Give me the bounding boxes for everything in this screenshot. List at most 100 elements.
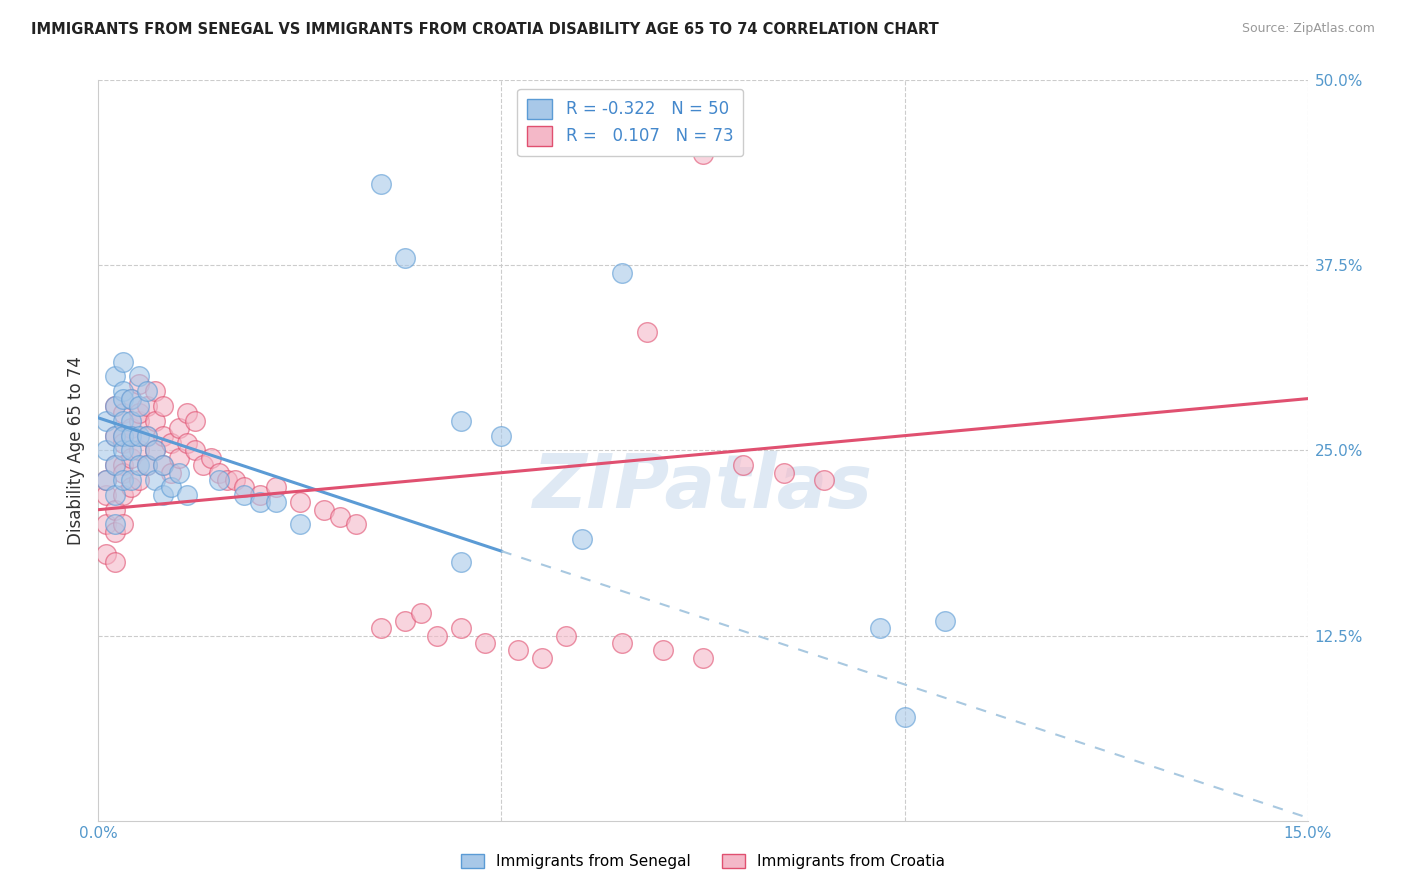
Point xyxy=(160,480,183,494)
Point xyxy=(120,392,142,406)
Point xyxy=(208,473,231,487)
Point xyxy=(103,399,125,413)
Point xyxy=(733,458,755,473)
Point xyxy=(651,643,673,657)
Point xyxy=(232,480,254,494)
Point xyxy=(111,428,134,442)
Point xyxy=(893,710,915,724)
Point xyxy=(135,458,157,473)
Point xyxy=(772,466,794,480)
Point xyxy=(813,473,835,487)
Point xyxy=(143,443,166,458)
Point xyxy=(176,407,198,421)
Point xyxy=(612,266,634,280)
Point xyxy=(224,473,246,487)
Point xyxy=(111,436,134,450)
Point xyxy=(120,414,142,428)
Point xyxy=(96,414,118,428)
Point xyxy=(208,466,231,480)
Y-axis label: Disability Age 65 to 74: Disability Age 65 to 74 xyxy=(66,356,84,545)
Point xyxy=(103,428,125,442)
Point xyxy=(128,414,150,428)
Point xyxy=(612,636,634,650)
Legend: Immigrants from Senegal, Immigrants from Croatia: Immigrants from Senegal, Immigrants from… xyxy=(456,848,950,875)
Point xyxy=(111,473,134,487)
Point xyxy=(111,354,134,368)
Point xyxy=(450,414,472,428)
Point xyxy=(135,399,157,413)
Point xyxy=(96,443,118,458)
Point xyxy=(96,517,118,532)
Point xyxy=(394,614,416,628)
Point xyxy=(474,636,496,650)
Point xyxy=(394,251,416,265)
Point xyxy=(128,458,150,473)
Point xyxy=(120,443,142,458)
Point xyxy=(135,384,157,399)
Point xyxy=(111,443,134,458)
Point xyxy=(103,502,125,516)
Point xyxy=(152,458,174,473)
Point xyxy=(344,517,367,532)
Point xyxy=(120,450,142,465)
Point xyxy=(370,177,392,191)
Point xyxy=(111,384,134,399)
Point xyxy=(120,421,142,435)
Point xyxy=(193,458,215,473)
Point xyxy=(96,473,118,487)
Point xyxy=(103,399,125,413)
Point xyxy=(167,466,190,480)
Point xyxy=(143,384,166,399)
Point xyxy=(217,473,239,487)
Point xyxy=(506,643,529,657)
Point xyxy=(120,428,142,442)
Point xyxy=(692,650,714,665)
Point xyxy=(152,428,174,442)
Point xyxy=(120,473,142,487)
Point xyxy=(571,533,593,547)
Point xyxy=(103,428,125,442)
Point xyxy=(167,421,190,435)
Point xyxy=(200,450,222,465)
Point xyxy=(111,466,134,480)
Point xyxy=(103,369,125,384)
Point xyxy=(111,517,134,532)
Point xyxy=(103,458,125,473)
Point xyxy=(152,399,174,413)
Point xyxy=(329,510,352,524)
Point xyxy=(128,473,150,487)
Point xyxy=(167,450,190,465)
Point xyxy=(143,414,166,428)
Point xyxy=(288,495,311,509)
Point xyxy=(103,555,125,569)
Point xyxy=(184,414,207,428)
Point xyxy=(264,480,287,494)
Point xyxy=(128,428,150,442)
Point xyxy=(934,614,956,628)
Point xyxy=(491,428,513,442)
Point xyxy=(314,502,336,516)
Point xyxy=(555,628,578,642)
Point xyxy=(143,443,166,458)
Point xyxy=(176,488,198,502)
Point xyxy=(96,473,118,487)
Text: IMMIGRANTS FROM SENEGAL VS IMMIGRANTS FROM CROATIA DISABILITY AGE 65 TO 74 CORRE: IMMIGRANTS FROM SENEGAL VS IMMIGRANTS FR… xyxy=(31,22,939,37)
Point xyxy=(160,466,183,480)
Point xyxy=(111,428,134,442)
Point xyxy=(426,628,449,642)
Point xyxy=(869,621,891,635)
Point xyxy=(370,621,392,635)
Point xyxy=(152,458,174,473)
Point xyxy=(111,488,134,502)
Point xyxy=(103,524,125,539)
Point xyxy=(96,488,118,502)
Point xyxy=(232,488,254,502)
Point xyxy=(128,407,150,421)
Point xyxy=(135,458,157,473)
Point xyxy=(103,458,125,473)
Point xyxy=(120,392,142,406)
Text: Source: ZipAtlas.com: Source: ZipAtlas.com xyxy=(1241,22,1375,36)
Point xyxy=(288,517,311,532)
Point xyxy=(160,436,183,450)
Point xyxy=(111,407,134,421)
